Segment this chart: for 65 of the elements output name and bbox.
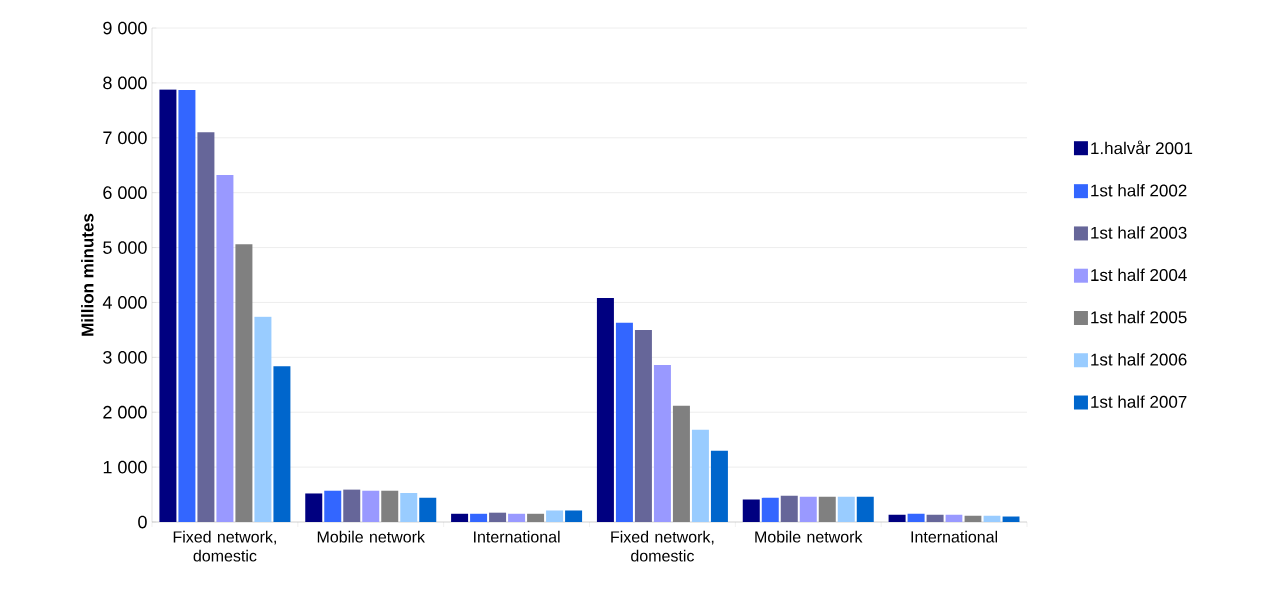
bar [400, 492, 418, 523]
bar [907, 513, 925, 523]
bar [178, 90, 196, 523]
legend-label: 1st half 2005 [1091, 310, 1187, 324]
bar [305, 493, 323, 523]
bar [596, 298, 614, 523]
bar [489, 512, 507, 523]
bar [362, 490, 380, 523]
bar [799, 496, 817, 523]
bar [508, 513, 526, 523]
bar [254, 316, 272, 523]
bar [837, 496, 855, 523]
x-tick-label: International [474, 530, 560, 543]
legend-label: 1st half 2004 [1091, 268, 1187, 282]
bar [710, 450, 728, 523]
bar [672, 405, 690, 523]
y-tick-label: 8 000 [103, 76, 147, 90]
bar [983, 515, 1001, 523]
bar [451, 513, 469, 523]
legend-label: 1.halvår 2001 [1091, 140, 1193, 155]
y-tick-label: 4 000 [102, 296, 147, 309]
x-tick-label: International [911, 530, 998, 543]
bar [546, 510, 564, 523]
bar [818, 496, 836, 523]
y-tick-label: 0 [138, 515, 147, 529]
legend-label: 1st half 2007 [1091, 395, 1187, 408]
bar [216, 175, 234, 523]
y-tick-label: 5 000 [103, 241, 147, 254]
legend-label: 1st half 2006 [1091, 353, 1187, 366]
bar [235, 244, 253, 523]
bar [945, 514, 963, 523]
y-tick-label: 1 000 [103, 460, 147, 474]
bar [159, 89, 177, 523]
bar [273, 366, 291, 523]
bar [742, 499, 760, 523]
bar [691, 429, 709, 523]
bar [527, 513, 545, 523]
bar [634, 329, 652, 523]
bar [888, 514, 906, 523]
bar [197, 132, 215, 523]
legend-label: 1st half 2003 [1091, 226, 1187, 239]
bar [780, 495, 798, 523]
bar [381, 490, 399, 523]
bar [565, 510, 583, 523]
bar [615, 322, 633, 523]
x-tick-label: Fixed network, domestic [173, 530, 276, 562]
bar [653, 365, 671, 523]
bar [856, 496, 874, 523]
y-tick-label: 7 000 [103, 131, 147, 145]
y-tick-label: 2 000 [103, 405, 147, 419]
bar [324, 490, 342, 523]
y-tick-label: 9 000 [103, 21, 147, 35]
y-tick-label: 3 000 [103, 350, 147, 364]
y-axis-title: Million minutes [81, 213, 94, 336]
bar [926, 514, 944, 523]
x-tick-label: Mobile network [317, 530, 425, 543]
y-tick-label: 6 000 [103, 186, 147, 200]
x-tick-label: Fixed network, domestic [611, 530, 714, 562]
bar [343, 489, 361, 523]
bar [470, 513, 488, 523]
legend-label: 1st half 2002 [1091, 184, 1187, 197]
bar [761, 497, 779, 523]
bar [419, 497, 437, 523]
bar [964, 515, 982, 523]
x-tick-label: Mobile network [755, 530, 863, 543]
